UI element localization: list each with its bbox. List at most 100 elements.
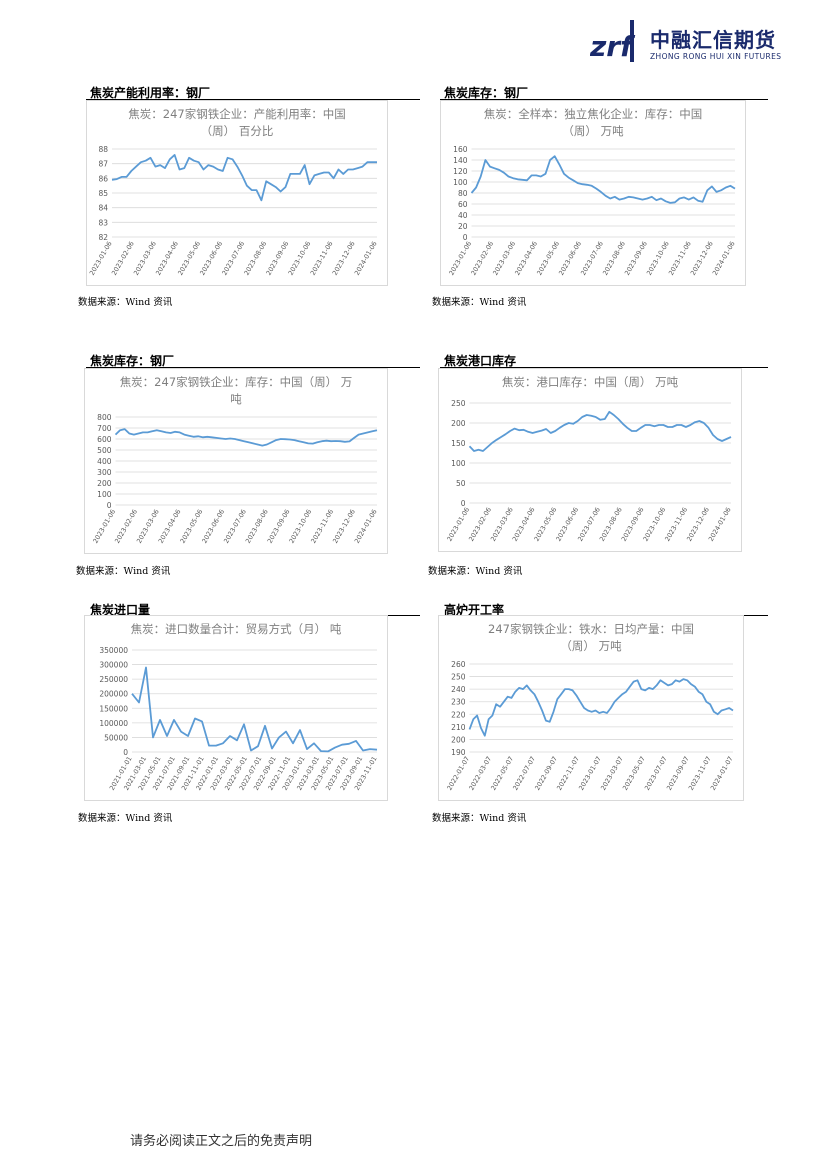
y-tick-label: 60 <box>458 200 468 209</box>
data-source: 数据来源：Wind 资讯 <box>78 813 173 824</box>
y-tick-label: 250000 <box>99 675 128 684</box>
section-title: 焦炭港口库存 <box>444 354 517 368</box>
chart-title: （周） 万吨 <box>560 639 622 653</box>
data-source: 数据来源：Wind 资讯 <box>432 297 527 308</box>
y-tick-label: 200 <box>97 479 112 488</box>
section-title: 焦炭库存：钢厂 <box>444 86 529 100</box>
y-tick-label: 100 <box>451 459 466 468</box>
y-tick-label: 300 <box>97 468 112 477</box>
x-tick-label: 2024-01-07 <box>709 755 735 792</box>
y-tick-label: 85 <box>98 189 108 198</box>
series-line <box>111 154 377 202</box>
section-rule <box>86 99 420 100</box>
section-title: 焦炭产能利用率：钢厂 <box>90 86 211 100</box>
section-title: 高炉开工率 <box>444 603 505 617</box>
line-chart: 焦炭：247家钢铁企业：库存：中国（周） 万吨 0 100 200 300 400 500 6… <box>91 375 379 545</box>
y-tick-label: 87 <box>98 160 108 169</box>
y-tick-label: 300000 <box>99 661 128 670</box>
y-tick-label: 0 <box>123 748 128 757</box>
y-tick-label: 160 <box>453 145 468 154</box>
y-tick-label: 800 <box>97 413 112 422</box>
series-line <box>470 155 736 204</box>
y-tick-label: 50 <box>456 479 466 488</box>
chart-panel: 247家钢铁企业：铁水：日均产量：中国 （周） 万吨 190 200 210 220 230… <box>438 615 744 801</box>
chart-title: 焦炭：港口库存：中国（周） 万吨 <box>502 375 679 389</box>
y-tick-label: 20 <box>458 222 468 231</box>
line-chart: 247家钢铁企业：铁水：日均产量：中国 （周） 万吨 190 200 210 220 230… <box>445 622 735 792</box>
y-tick-label: 500 <box>97 446 112 455</box>
footer-disclaimer: 请务必阅读正文之后的免责声明 <box>130 1134 313 1149</box>
x-tick-label: 2024-01-06 <box>353 240 379 277</box>
y-tick-label: 50000 <box>104 733 128 742</box>
y-tick-label: 100000 <box>99 719 128 728</box>
series-line <box>114 428 378 447</box>
data-source: 数据来源：Wind 资讯 <box>432 813 527 824</box>
chart-title: （周） 百分比 <box>201 124 274 138</box>
series-line <box>468 410 732 452</box>
y-tick-label: 200000 <box>99 690 128 699</box>
chart-title: 焦炭：全样本：独立焦化企业：库存：中国 <box>484 107 703 121</box>
data-source: 数据来源：Wind 资讯 <box>76 566 171 577</box>
series-line <box>131 666 378 753</box>
y-tick-label: 250 <box>451 399 466 408</box>
chart-panel: 焦炭：进口数量合计：贸易方式（月） 吨 0 50000 100000 150000 200… <box>84 615 388 801</box>
y-tick-label: 86 <box>98 174 108 183</box>
y-tick-label: 83 <box>98 218 108 227</box>
section-rule <box>440 99 768 100</box>
y-tick-label: 80 <box>458 189 468 198</box>
chart-title: 焦炭：进口数量合计：贸易方式（月） 吨 <box>131 622 342 636</box>
section-title: 焦炭进口量 <box>90 603 151 617</box>
chart-panel: 焦炭：247家钢铁企业：库存：中国（周） 万吨 0 100 200 300 400 500 6… <box>84 368 388 554</box>
y-tick-label: 0 <box>463 233 468 242</box>
y-tick-label: 190 <box>451 748 466 757</box>
y-tick-label: 260 <box>451 660 466 669</box>
y-tick-label: 100 <box>453 178 468 187</box>
y-tick-label: 40 <box>458 211 468 220</box>
y-tick-label: 84 <box>98 204 108 213</box>
company-name-cn: 中融汇信期货 <box>650 28 776 52</box>
y-tick-label: 0 <box>461 499 466 508</box>
line-chart: 焦炭：247家钢铁企业：产能利用率：中国 （周） 百分比 82 83 84 85 86 87 8… <box>88 107 379 277</box>
y-tick-label: 400 <box>97 457 112 466</box>
y-tick-label: 230 <box>451 698 466 707</box>
chart-panel: 焦炭：港口库存：中国（周） 万吨 0 50 100 150 200 250 2023-01-0… <box>438 368 742 552</box>
data-source: 数据来源：Wind 资讯 <box>78 297 173 308</box>
y-tick-label: 200 <box>451 735 466 744</box>
y-tick-label: 700 <box>97 424 112 433</box>
y-tick-label: 140 <box>453 156 468 165</box>
y-tick-label: 120 <box>453 167 468 176</box>
x-tick-label: 2024-01-06 <box>353 508 379 545</box>
y-tick-label: 220 <box>451 710 466 719</box>
y-tick-label: 250 <box>451 673 466 682</box>
company-name-en: ZHONG RONG HUI XIN FUTURES <box>650 52 782 61</box>
section-rule <box>440 367 768 368</box>
chart-title: 焦炭：247家钢铁企业：库存：中国（周） 万 <box>120 375 353 389</box>
series-line <box>468 678 734 737</box>
y-tick-label: 210 <box>451 723 466 732</box>
y-tick-label: 240 <box>451 685 466 694</box>
logo-mark-text: zrf <box>590 30 636 62</box>
chart-title: 焦炭：247家钢铁企业：产能利用率：中国 <box>128 107 345 121</box>
line-chart: 焦炭：港口库存：中国（周） 万吨0501001502002502023-01-0… <box>445 375 732 543</box>
y-tick-label: 88 <box>98 145 108 154</box>
section-title: 焦炭库存：钢厂 <box>90 354 175 368</box>
chart-title: 吨 <box>230 392 242 406</box>
line-chart: 焦炭：全样本：独立焦化企业：库存：中国 （周） 万吨 0 20 40 60 80 100 120… <box>447 107 737 277</box>
y-tick-label: 150000 <box>99 704 128 713</box>
line-chart: 焦炭：进口数量合计：贸易方式（月） 吨 0 50000 100000 150000 200… <box>99 622 378 792</box>
chart-panel: 焦炭：全样本：独立焦化企业：库存：中国 （周） 万吨 0 20 40 60 80 100 120… <box>440 100 746 286</box>
chart-title: （周） 万吨 <box>562 124 624 138</box>
y-tick-label: 100 <box>97 490 112 499</box>
chart-title: 247家钢铁企业：铁水：日均产量：中国 <box>488 622 694 636</box>
section-rule <box>86 367 420 368</box>
x-tick-label: 2024-01-06 <box>711 240 737 277</box>
y-tick-label: 150 <box>451 439 466 448</box>
y-tick-label: 350000 <box>99 646 128 655</box>
y-tick-label: 82 <box>98 233 108 242</box>
y-tick-label: 600 <box>97 435 112 444</box>
y-tick-label: 200 <box>451 419 466 428</box>
y-tick-label: 0 <box>107 501 112 510</box>
company-logo-mark: zrf <box>590 20 636 62</box>
chart-panel: 焦炭：247家钢铁企业：产能利用率：中国 （周） 百分比 82 83 84 85 86 87 8… <box>86 100 388 286</box>
data-source: 数据来源：Wind 资讯 <box>428 566 523 577</box>
